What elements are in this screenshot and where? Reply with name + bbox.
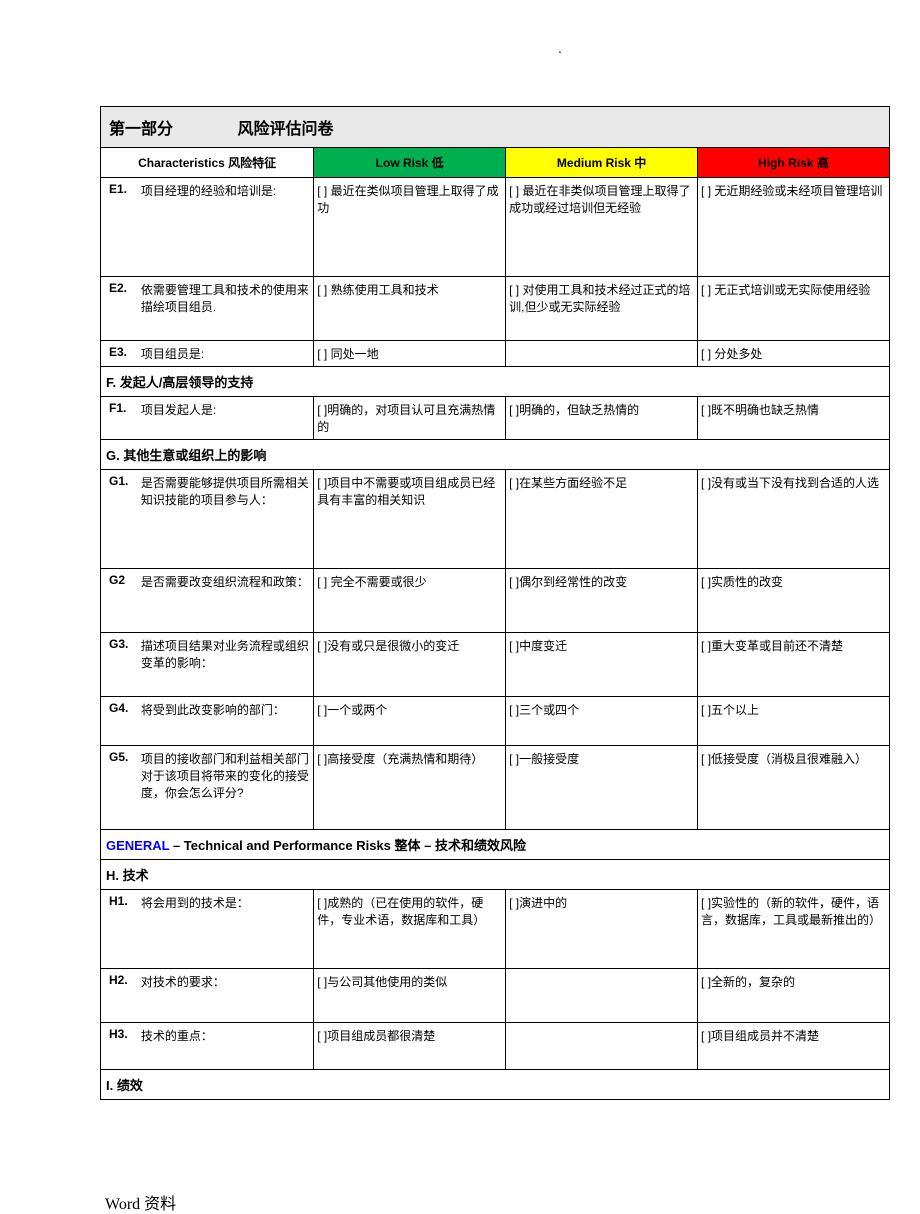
- cell-low: [ ]没有或只是很微小的变迁: [314, 633, 506, 697]
- row-desc: 项目发起人是:: [138, 397, 314, 440]
- row-id: H3.: [101, 1023, 138, 1070]
- section-f: F. 发起人/高层领导的支持: [101, 367, 890, 397]
- row-id: H1.: [101, 890, 138, 969]
- row-desc: 是否需要改变组织流程和政策：: [138, 569, 314, 633]
- cell-high: [ ]重大变革或目前还不清楚: [698, 633, 890, 697]
- row-desc: 项目的接收部门和利益相关部门对于该项目将带来的变化的接受度，你会怎么评分?: [138, 746, 314, 830]
- cell-high: [ ]全新的，复杂的: [698, 969, 890, 1023]
- cell-low: [ ]项目组成员都很清楚: [314, 1023, 506, 1070]
- row-id: G5.: [101, 746, 138, 830]
- section-h: H. 技术: [101, 860, 890, 890]
- cell-high: [ ]既不明确也缺乏热情: [698, 397, 890, 440]
- row-id: E1.: [101, 178, 138, 277]
- cell-low: [ ]与公司其他使用的类似: [314, 969, 506, 1023]
- row-id: G1.: [101, 470, 138, 569]
- row-g4: G4. 将受到此改变影响的部门： [ ]一个或两个 [ ]三个或四个 [ ]五个…: [101, 697, 890, 746]
- row-id: F1.: [101, 397, 138, 440]
- row-e3: E3. 项目组员是: [ ] 同处一地 [ ] 分处多处: [101, 341, 890, 367]
- cell-med: [ ] 最近在非类似项目管理上取得了成功或经过培训但无经验: [506, 178, 698, 277]
- section-f-label: F. 发起人/高层领导的支持: [101, 367, 890, 397]
- cell-high: [ ] 无正式培训或无实际使用经验: [698, 277, 890, 341]
- cell-low: [ ]明确的，对项目认可且充满热情的: [314, 397, 506, 440]
- cell-low: [ ]高接受度（充满热情和期待）: [314, 746, 506, 830]
- row-id: H2.: [101, 969, 138, 1023]
- section-h-label: H. 技术: [101, 860, 890, 890]
- cell-med: [ ]明确的，但缺乏热情的: [506, 397, 698, 440]
- row-g5: G5. 项目的接收部门和利益相关部门对于该项目将带来的变化的接受度，你会怎么评分…: [101, 746, 890, 830]
- cell-med: [506, 341, 698, 367]
- cell-low: [ ]成熟的（已在使用的软件，硬件，专业术语，数据库和工具）: [314, 890, 506, 969]
- cell-med: [ ]在某些方面经验不足: [506, 470, 698, 569]
- header-low: Low Risk 低: [314, 148, 506, 178]
- page-footer: Word 资料: [105, 1190, 920, 1214]
- cell-low: [ ] 熟练使用工具和技术: [314, 277, 506, 341]
- row-desc: 是否需要能够提供项目所需相关知识技能的项目参与人：: [138, 470, 314, 569]
- header-row: Characteristics 风险特征 Low Risk 低 Medium R…: [101, 148, 890, 178]
- cell-high: [ ] 分处多处: [698, 341, 890, 367]
- cell-high: [ ]低接受度（消极且很难融入）: [698, 746, 890, 830]
- row-g2: G2 是否需要改变组织流程和政策： [ ] 完全不需要或很少 [ ]偶尔到经常性…: [101, 569, 890, 633]
- cell-med: [506, 969, 698, 1023]
- section-name: 风险评估问卷: [237, 121, 333, 138]
- cell-med: [ ] 对使用工具和技术经过正式的培训,但少或无实际经验: [506, 277, 698, 341]
- cell-high: [ ]五个以上: [698, 697, 890, 746]
- cell-high: [ ]项目组成员并不清楚: [698, 1023, 890, 1070]
- general-section: GENERAL – Technical and Performance Risk…: [101, 830, 890, 860]
- section-i: I. 绩效: [101, 1070, 890, 1100]
- cell-high: [ ]实质性的改变: [698, 569, 890, 633]
- section-i-label: I. 绩效: [101, 1070, 890, 1100]
- row-desc: 项目经理的经验和培训是:: [138, 178, 314, 277]
- row-id: G2: [101, 569, 138, 633]
- row-id: E3.: [101, 341, 138, 367]
- row-g3: G3. 描述项目结果对业务流程或组织变革的影响： [ ]没有或只是很微小的变迁 …: [101, 633, 890, 697]
- cell-high: [ ] 无近期经验或未经项目管理培训: [698, 178, 890, 277]
- section-g: G. 其他生意或组织上的影响: [101, 440, 890, 470]
- row-f1: F1. 项目发起人是: [ ]明确的，对项目认可且充满热情的 [ ]明确的，但缺…: [101, 397, 890, 440]
- header-high: High Risk 高: [698, 148, 890, 178]
- row-id: G3.: [101, 633, 138, 697]
- cell-low: [ ]项目中不需要或项目组成员已经具有丰富的相关知识: [314, 470, 506, 569]
- cell-low: [ ] 最近在类似项目管理上取得了成功: [314, 178, 506, 277]
- row-desc: 将会用到的技术是：: [138, 890, 314, 969]
- cell-high: [ ]没有或当下没有找到合适的人选: [698, 470, 890, 569]
- cell-med: [ ]中度变迁: [506, 633, 698, 697]
- row-desc: 描述项目结果对业务流程或组织变革的影响：: [138, 633, 314, 697]
- page-dot: .: [200, 40, 920, 56]
- cell-med: [506, 1023, 698, 1070]
- questionnaire-table: 第一部分 风险评估问卷 Characteristics 风险特征 Low Ris…: [100, 106, 890, 1100]
- row-e2: E2. 依需要管理工具和技术的使用来描绘项目组员. [ ] 熟练使用工具和技术 …: [101, 277, 890, 341]
- row-h1: H1. 将会用到的技术是： [ ]成熟的（已在使用的软件，硬件，专业术语，数据库…: [101, 890, 890, 969]
- row-id: E2.: [101, 277, 138, 341]
- row-desc: 项目组员是:: [138, 341, 314, 367]
- row-desc: 将受到此改变影响的部门：: [138, 697, 314, 746]
- section-part: 第一部分: [109, 121, 173, 138]
- row-h2: H2. 对技术的要求： [ ]与公司其他使用的类似 [ ]全新的，复杂的: [101, 969, 890, 1023]
- cell-med: [ ]演进中的: [506, 890, 698, 969]
- cell-low: [ ] 同处一地: [314, 341, 506, 367]
- cell-med: [ ]三个或四个: [506, 697, 698, 746]
- cell-low: [ ]一个或两个: [314, 697, 506, 746]
- row-desc: 对技术的要求：: [138, 969, 314, 1023]
- cell-high: [ ]实验性的（新的软件，硬件，语言，数据库，工具或最新推出的）: [698, 890, 890, 969]
- cell-med: [ ]一般接受度: [506, 746, 698, 830]
- general-rest: – Technical and Performance Risks 整体 – 技…: [169, 838, 526, 853]
- cell-med: [ ]偶尔到经常性的改变: [506, 569, 698, 633]
- header-characteristics: Characteristics 风险特征: [101, 148, 314, 178]
- section-title-row: 第一部分 风险评估问卷: [101, 107, 890, 148]
- section-g-label: G. 其他生意或组织上的影响: [101, 440, 890, 470]
- row-id: G4.: [101, 697, 138, 746]
- row-desc: 技术的重点：: [138, 1023, 314, 1070]
- row-h3: H3. 技术的重点： [ ]项目组成员都很清楚 [ ]项目组成员并不清楚: [101, 1023, 890, 1070]
- general-blue: GENERAL: [106, 838, 169, 853]
- header-medium: Medium Risk 中: [506, 148, 698, 178]
- row-desc: 依需要管理工具和技术的使用来描绘项目组员.: [138, 277, 314, 341]
- cell-low: [ ] 完全不需要或很少: [314, 569, 506, 633]
- row-g1: G1. 是否需要能够提供项目所需相关知识技能的项目参与人： [ ]项目中不需要或…: [101, 470, 890, 569]
- row-e1: E1. 项目经理的经验和培训是: [ ] 最近在类似项目管理上取得了成功 [ ]…: [101, 178, 890, 277]
